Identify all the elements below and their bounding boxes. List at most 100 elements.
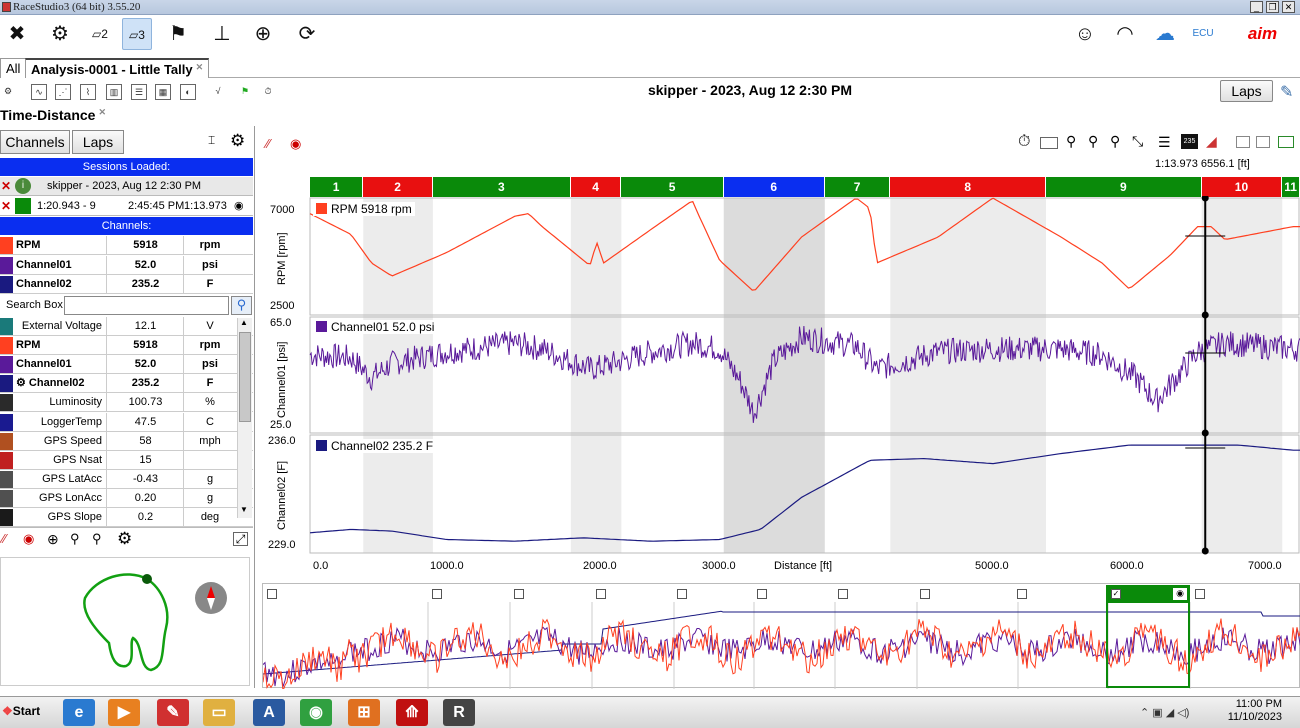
lap-marker-4[interactable]: 4 [570,177,622,197]
lap-marker-6[interactable]: 6 [723,177,825,197]
lap-checkbox-4[interactable] [596,589,606,599]
zoom-fit-icon[interactable]: ⤡ [1132,133,1144,149]
media-icon[interactable]: ▶ [108,699,140,726]
laps-button[interactable]: Laps [1220,80,1273,102]
pencil-icon[interactable]: ⁄⁄ [2,531,7,546]
channel-color-swatch[interactable] [0,356,13,374]
tools-icon[interactable]: ✖ [8,23,26,45]
bar-icon[interactable]: ☰ [131,84,147,100]
channel-color-swatch[interactable] [0,432,13,450]
laps-panel-button[interactable]: Laps [72,130,124,154]
channel-row-gps-slope[interactable]: GPS Slope 0.2 deg [0,508,253,527]
channel-row-gps-speed[interactable]: GPS Speed 58 mph [0,431,253,451]
single-pane-icon[interactable] [1236,136,1250,148]
lap-marker-1[interactable]: 1 [310,177,364,197]
channel-row-external-voltage[interactable]: External Voltage 12.1 V [0,317,253,336]
remove-lap-icon[interactable]: ✕ [1,199,12,213]
map-expand-icon[interactable]: ⤢ [233,532,248,546]
track-map-icon[interactable]: ⚑ [240,86,250,96]
channel-color-swatch[interactable] [0,470,13,488]
track-map[interactable] [0,557,250,686]
channel-row-gps-latacc[interactable]: GPS LatAcc -0.43 g [0,469,253,489]
search-input[interactable] [64,296,229,315]
channel-color-swatch[interactable] [0,451,13,469]
maximize-button[interactable]: ❐ [1266,1,1279,13]
panel-gear-icon[interactable]: ⚙ [230,131,246,150]
lap-checkbox-8[interactable] [920,589,930,599]
lap-checkbox-3[interactable] [514,589,524,599]
channel-color-swatch[interactable] [0,413,13,431]
channel-row-rpm[interactable]: RPM 5918 rpm [0,336,253,356]
lap-checkbox-1[interactable] [267,589,277,599]
racestudio-icon[interactable]: R [443,699,475,726]
counter-icon[interactable]: 235 [1181,134,1198,149]
search-icon[interactable]: ⚲ [231,296,252,315]
scroll-down-icon[interactable]: ▼ [240,505,248,514]
lap-checkbox-10[interactable]: ✓ [1111,589,1121,599]
channel-color-swatch[interactable] [0,375,13,393]
wrench-icon[interactable]: ✎ [1280,84,1294,101]
channel-color-swatch[interactable] [0,318,13,335]
split-pane-icon[interactable] [1256,136,1270,148]
chrome-icon[interactable]: ◉ [300,699,332,726]
channel-row-gps-nsat[interactable]: GPS Nsat 15 [0,450,253,470]
xy-chart-icon[interactable]: ⌇ [80,84,96,100]
cloud-download-icon[interactable]: ☁ [1155,23,1175,45]
zoom-out-chart-icon[interactable]: ⚲ [1110,133,1121,149]
channel-row-gps-lonacc[interactable]: GPS LonAcc 0.20 g [0,488,253,508]
scatter-icon[interactable]: ⋰ [55,84,71,100]
stopwatch-chart-icon[interactable]: ⏱ [1018,133,1031,150]
channel-row-channel02[interactable]: ⚙ Channel02 235.2 F [0,374,253,394]
session-row[interactable]: ✕ i skipper - 2023, Aug 12 2:30 PM [0,177,253,196]
histogram-icon[interactable]: ▥ [106,84,122,100]
layout-icon[interactable]: ☰ [1158,134,1171,150]
lap-eye-icon[interactable]: ◉ [1173,588,1187,600]
channel-row-loggertemp[interactable]: LoggerTemp 47.5 C [0,412,253,432]
lap-marker-3[interactable]: 3 [432,177,571,197]
add-track-icon[interactable]: ⊕ [254,23,272,45]
gear-icon[interactable]: ⚙ [51,23,69,45]
chart-pencil-icon[interactable]: ⁄⁄ [266,136,271,151]
ecu-icon[interactable]: ECU [1192,28,1214,39]
zoom-out-icon[interactable]: ⚲ [92,531,102,546]
windows-app-icon[interactable]: ⊞ [348,699,380,726]
lap-marker-5[interactable]: 5 [621,177,724,197]
zoom-box-icon[interactable]: ⚲ [1066,133,1077,149]
close-view-icon[interactable]: ✕ [98,107,106,117]
tab-all[interactable]: All [0,58,27,78]
v3-view-icon[interactable]: ▱3 [122,18,152,50]
lap-marker-9[interactable]: 9 [1046,177,1202,197]
map-gear-icon[interactable]: ⚙ [117,529,133,548]
math-channel-icon[interactable]: √ [215,86,221,96]
lap-checkbox-9[interactable] [1017,589,1027,599]
lap-marker-10[interactable]: 10 [1201,177,1283,197]
info-icon[interactable]: i [15,178,31,194]
time-distance-chart[interactable] [258,196,1300,574]
scroll-thumb[interactable] [239,332,251,422]
lap-checkbox-6[interactable] [757,589,767,599]
target-icon[interactable]: ⊕ [47,531,59,547]
chart-record-icon[interactable]: ◉ [290,136,302,151]
report-icon[interactable]: ◐ [180,84,196,100]
scroll-up-icon[interactable]: ▲ [240,318,248,327]
triangle-icon[interactable]: ◢ [1206,133,1217,149]
folder-icon[interactable]: ▭ [203,699,235,726]
wifi-icon[interactable]: ◠ [1116,23,1134,45]
v2-view-icon[interactable]: ▱2 [92,27,108,41]
tab-analysis[interactable]: Analysis-0001 - Little Tally ✕ [25,58,210,78]
start-button[interactable]: ❖Start [2,704,41,718]
channel-row-channel02[interactable]: Channel02 235.2 F [0,275,253,294]
channel-color-swatch[interactable] [0,276,13,293]
time-distance-icon[interactable]: ∿ [31,84,47,100]
channel-color-swatch[interactable] [0,237,13,254]
channel-color-swatch[interactable] [0,394,13,412]
tray-clock[interactable]: 11:00 PM 11/10/2023 [1227,698,1282,723]
channel-color-swatch[interactable] [0,256,13,274]
lap-checkbox-5[interactable] [677,589,687,599]
tray-icons[interactable]: ⌃ ▣ ◢ ◁) [1140,707,1190,719]
lap-marker-11[interactable]: 11 [1282,177,1300,197]
track-alert-icon[interactable]: ⚑ [169,23,187,45]
channel-color-swatch[interactable] [0,509,13,526]
app-icon-red[interactable]: ✎ [157,699,189,726]
access-icon[interactable]: A [253,699,285,726]
